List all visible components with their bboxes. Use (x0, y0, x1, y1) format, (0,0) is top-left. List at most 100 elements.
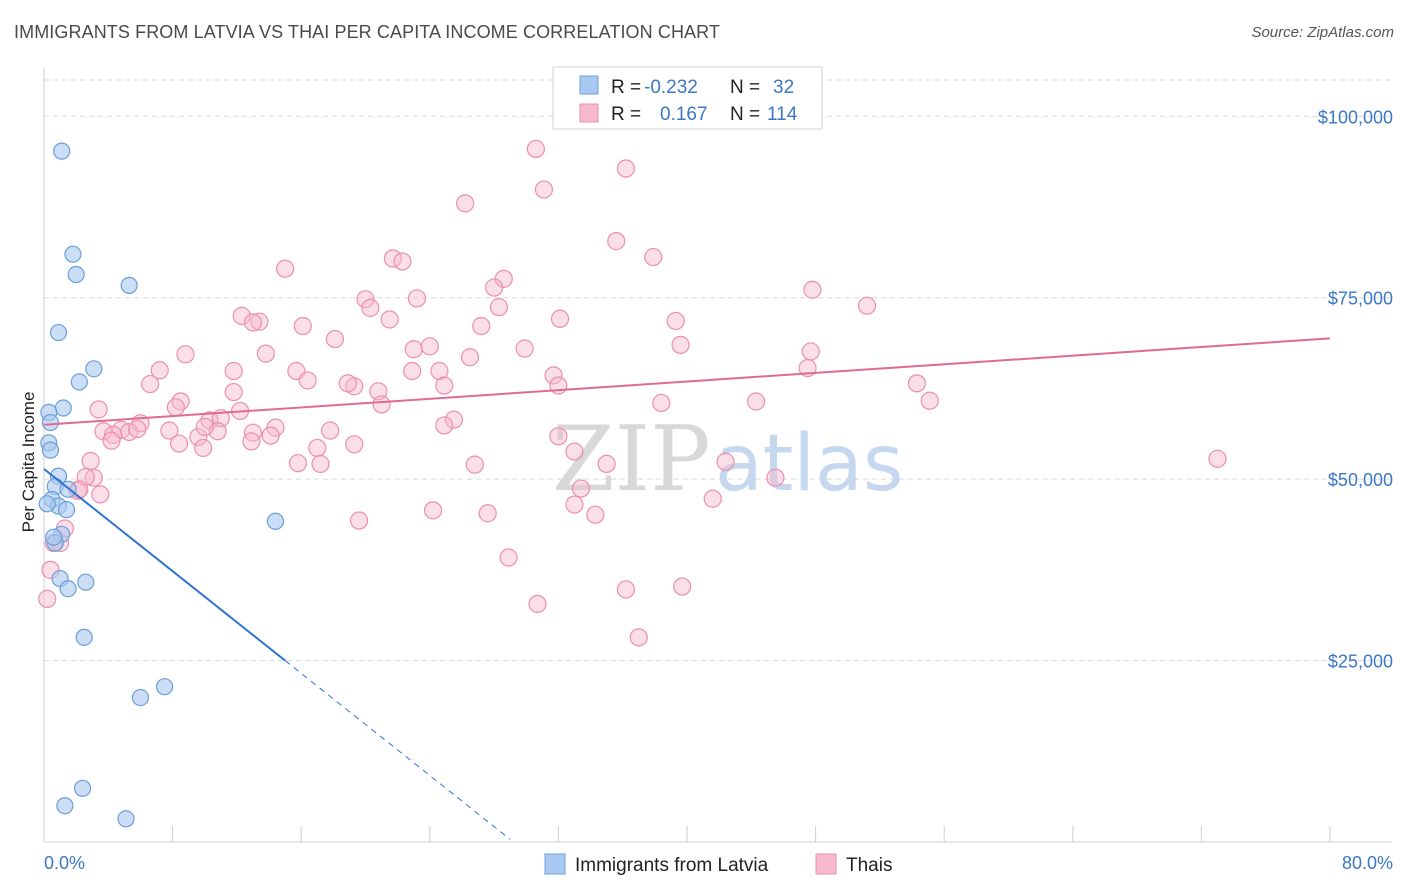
point-thais-86 (465, 455, 484, 474)
point-latvia-25 (155, 678, 174, 696)
legend-swatch-latvia (579, 75, 599, 95)
point-thais-13 (407, 289, 427, 308)
y-tick-label-2: $75,000 (1328, 289, 1393, 309)
trend-line-latvia-extension (284, 660, 511, 840)
point-thais-49 (907, 374, 926, 393)
point-thais-97 (349, 511, 369, 530)
point-thais-33 (460, 348, 480, 367)
top-legend: R = -0.232 N = 32 R = 0.167 N = 114 (552, 66, 823, 130)
point-thais-74 (102, 431, 121, 450)
point-thais-75 (242, 432, 261, 451)
point-thais-92 (703, 489, 722, 508)
point-latvia-31 (45, 528, 63, 546)
point-thais-43 (435, 376, 454, 395)
point-thais-12 (356, 290, 375, 309)
y-tick-label-3: $100,000 (1318, 107, 1393, 127)
point-latvia-29 (117, 810, 135, 828)
point-thais-78 (194, 438, 213, 458)
legend-n-value-latvia: 32 (773, 77, 794, 98)
gridlines (44, 79, 1392, 662)
point-thais-76 (549, 427, 568, 446)
legend-n-value-thais: 114 (767, 104, 798, 125)
point-thais-41 (544, 366, 563, 385)
point-thais-79 (308, 438, 327, 458)
point-thais-83 (597, 454, 616, 474)
bottom-legend-label-latvia: Immigrants from Latvia (575, 855, 769, 876)
point-thais-80 (565, 442, 584, 461)
point-thais-87 (311, 454, 330, 474)
point-thais-5 (644, 247, 663, 267)
point-thais-50 (171, 392, 190, 411)
point-thais-26 (671, 335, 690, 354)
bottom-legend-swatch-thais (815, 853, 837, 875)
bottom-legend-label-thais: Thais (846, 855, 892, 876)
chart-title: IMMIGRANTS FROM LATVIA VS THAI PER CAPIT… (14, 22, 721, 42)
point-latvia-23 (59, 580, 77, 598)
point-thais-106 (38, 589, 57, 608)
point-thais-109 (91, 485, 110, 504)
point-latvia-9 (41, 413, 60, 432)
chart-source: Source: ZipAtlas.com (1251, 24, 1394, 41)
point-thais-107 (629, 628, 648, 647)
y-axis-label: Per Capita Income (19, 392, 38, 533)
point-latvia-5 (85, 360, 103, 378)
point-thais-46 (140, 374, 160, 394)
point-thais-22 (293, 316, 312, 336)
point-thais-10 (485, 278, 504, 297)
point-latvia-18 (266, 512, 285, 530)
point-latvia-2 (67, 265, 85, 284)
point-thais-8 (276, 259, 295, 278)
watermark-atlas: atlas (715, 419, 904, 509)
point-thais-37 (403, 361, 422, 381)
point-thais-14 (857, 296, 877, 315)
point-thais-95 (586, 505, 605, 524)
point-thais-102 (616, 580, 636, 599)
point-thais-77 (345, 435, 364, 454)
point-latvia-26 (131, 688, 150, 707)
point-thais-47 (224, 382, 243, 402)
point-thais-53 (652, 393, 671, 413)
legend-r-label-latvia: R = (611, 77, 641, 98)
point-thais-19 (550, 309, 570, 328)
point-latvia-17 (57, 501, 76, 519)
bottom-legend-swatch-latvia (544, 853, 566, 875)
trend-line-latvia (43, 468, 286, 662)
point-thais-7 (393, 252, 412, 271)
point-thais-3 (456, 194, 475, 213)
point-thais-113 (128, 419, 147, 439)
point-thais-23 (472, 316, 491, 336)
point-thais-96 (478, 504, 497, 523)
bottom-legend: Immigrants from Latvia Thais (544, 853, 892, 876)
point-thais-29 (515, 339, 534, 358)
point-latvia-6 (70, 373, 88, 391)
tick-labels: $25,000 $50,000 $75,000 $100,000 0.0% 80.0% (44, 107, 1393, 873)
point-latvia-11 (41, 441, 60, 459)
point-thais-85 (1208, 449, 1227, 468)
legend-r-value-thais: 0.167 (660, 104, 708, 125)
x-tick-label-1: 80.0% (1342, 853, 1393, 873)
point-thais-56 (372, 395, 391, 414)
point-latvia-0 (53, 142, 71, 160)
point-latvia-3 (120, 276, 138, 294)
point-thais-88 (766, 468, 785, 487)
point-thais-45 (338, 374, 357, 393)
point-thais-65 (160, 421, 179, 440)
point-latvia-1 (64, 245, 82, 263)
point-thais-1 (616, 159, 636, 178)
point-thais-103 (673, 577, 692, 596)
point-thais-31 (176, 345, 195, 364)
legend-n-label-latvia: N = (730, 77, 760, 98)
trend-line-thais (43, 337, 1331, 426)
point-thais-36 (224, 361, 243, 381)
point-thais-20 (380, 310, 399, 329)
point-thais-60 (444, 410, 464, 429)
point-thais-81 (81, 451, 100, 471)
point-latvia-22 (77, 573, 95, 591)
y-tick-label-1: $50,000 (1328, 470, 1393, 490)
point-thais-55 (89, 400, 108, 419)
point-thais-94 (423, 501, 443, 520)
point-thais-112 (195, 417, 214, 436)
point-latvia-24 (75, 628, 93, 646)
series-latvia-points (38, 142, 285, 828)
